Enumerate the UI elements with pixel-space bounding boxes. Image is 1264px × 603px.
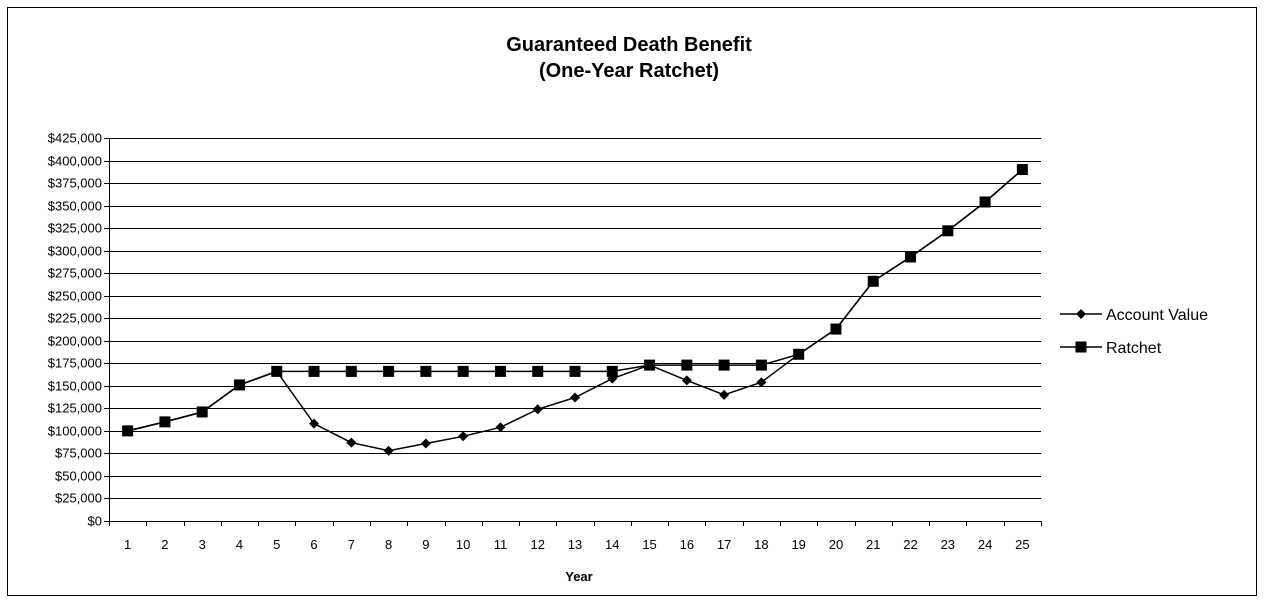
- data-point-ratchet: [457, 365, 469, 377]
- data-point-account-value: [159, 416, 170, 427]
- x-axis-tick-label: 8: [385, 537, 392, 552]
- data-point-account-value: [532, 404, 543, 415]
- data-point-account-value: [570, 392, 580, 403]
- y-axis-tick-label: $350,000: [48, 199, 102, 214]
- legend-marker-diamond: [1076, 309, 1086, 319]
- data-point-ratchet: [420, 365, 432, 377]
- data-point-account-value: [234, 379, 245, 390]
- data-point-ratchet: [606, 365, 618, 377]
- data-point-account-value: [271, 366, 282, 377]
- x-axis-tick-label: 25: [1015, 537, 1029, 552]
- y-axis-tick-label: $50,000: [55, 469, 102, 484]
- data-point-ratchet: [569, 365, 581, 377]
- x-axis-tick-label: 21: [866, 537, 880, 552]
- x-axis-tick-label: 15: [642, 537, 656, 552]
- y-axis-tick-label: $225,000: [48, 311, 102, 326]
- legend-label: Ratchet: [1106, 340, 1162, 357]
- x-axis-title: Year: [565, 569, 592, 584]
- data-point-ratchet: [383, 365, 395, 377]
- y-axis-tick-label: $275,000: [48, 266, 102, 281]
- y-axis-tick-labels: $0 $25,000 $50,000 $75,000 $100,000 $125,000 $…: [48, 131, 102, 529]
- y-axis-tick-label: $125,000: [48, 401, 102, 416]
- data-point-account-value: [830, 324, 841, 335]
- gridlines: [109, 138, 1041, 499]
- data-point-account-value: [458, 431, 469, 442]
- data-point-account-value: [719, 389, 730, 400]
- x-axis-tick-label: 11: [494, 537, 508, 552]
- x-axis-tick-label: 4: [236, 537, 243, 552]
- plot-series: [122, 164, 1028, 456]
- x-axis-tick-label: 1: [124, 537, 131, 552]
- y-axis-tick-label: $0: [88, 514, 102, 529]
- data-point-ratchet: [718, 359, 730, 371]
- y-axis-tick-label: $150,000: [48, 379, 102, 394]
- legend: Account Value Ratchet: [1060, 307, 1208, 357]
- data-point-account-value: [756, 377, 767, 388]
- x-axis-tick-label: 9: [422, 537, 429, 552]
- data-point-account-value: [495, 422, 506, 433]
- data-point-account-value: [905, 251, 916, 262]
- x-axis-tick-label: 22: [903, 537, 917, 552]
- data-point-account-value: [607, 373, 618, 384]
- x-axis-tick-label: 20: [829, 537, 843, 552]
- chart-title-line-1: Guaranteed Death Benefit: [506, 34, 752, 56]
- y-axis-tick-label: $375,000: [48, 176, 102, 191]
- x-axis-tick-label: 5: [273, 537, 280, 552]
- x-axis-tick-label: 10: [456, 537, 470, 552]
- x-axis-tick-label: 16: [680, 537, 694, 552]
- chart-frame: Guaranteed Death Benefit (One-Year Ratch…: [7, 7, 1257, 596]
- x-axis-tick-label: 24: [978, 537, 992, 552]
- y-axis-tick-label: $200,000: [48, 334, 102, 349]
- data-point-ratchet: [494, 365, 506, 377]
- data-point-ratchet: [532, 365, 544, 377]
- x-axis-tick-label: 18: [754, 537, 768, 552]
- y-axis-tick-label: $300,000: [48, 244, 102, 259]
- x-axis-tick-label: 13: [568, 537, 582, 552]
- y-axis-tick-label: $75,000: [55, 446, 102, 461]
- y-axis-tick-label: $425,000: [48, 131, 102, 146]
- x-axis-tick-label: 7: [348, 537, 355, 552]
- x-axis-tick-label: 2: [161, 537, 168, 552]
- y-axis-tick-label: $25,000: [55, 491, 102, 506]
- y-axis-tick-label: $250,000: [48, 289, 102, 304]
- y-axis-tick-label: $100,000: [48, 424, 102, 439]
- x-axis-tick-label: 14: [605, 537, 619, 552]
- x-axis-tick-label: 6: [310, 537, 317, 552]
- y-axis-tick-label: $400,000: [48, 154, 102, 169]
- series-line-ratchet: [127, 168, 1023, 432]
- data-point-ratchet: [681, 359, 693, 371]
- data-point-ratchet: [755, 359, 767, 371]
- legend-item-ratchet: Ratchet: [1060, 340, 1162, 357]
- data-point-ratchet: [308, 365, 320, 377]
- x-axis-tick-label: 3: [199, 537, 206, 552]
- legend-marker-square: [1075, 341, 1087, 353]
- data-point-account-value: [681, 375, 692, 386]
- data-point-account-value: [309, 418, 320, 429]
- data-point-account-value: [346, 437, 357, 448]
- chart-title-line-2: (One-Year Ratchet): [539, 60, 719, 82]
- x-axis-tick-label: 17: [717, 537, 731, 552]
- data-point-account-value: [383, 445, 394, 456]
- data-point-account-value: [122, 425, 133, 436]
- data-point-account-value: [644, 360, 655, 371]
- series-account-value: [122, 164, 1028, 456]
- chart-svg: Guaranteed Death Benefit (One-Year Ratch…: [48, 34, 1208, 584]
- data-point-account-value: [942, 225, 953, 236]
- legend-label: Account Value: [1106, 307, 1208, 324]
- x-axis-tick-labels: 1 2 3 4 5 6 7 8 9 10 11 12 13 14 15 16 17 18 19 20 21 22 23 24 2…: [124, 537, 1030, 552]
- y-axis-tick-label: $325,000: [48, 221, 102, 236]
- data-point-ratchet: [345, 365, 357, 377]
- legend-item-account-value: Account Value: [1060, 307, 1208, 324]
- axes: [104, 138, 1042, 526]
- data-point-account-value: [197, 406, 208, 417]
- y-axis-tick-label: $175,000: [48, 356, 102, 371]
- data-point-account-value: [1017, 164, 1028, 175]
- data-point-account-value: [980, 196, 991, 207]
- data-point-account-value: [793, 349, 804, 360]
- x-axis-tick-label: 12: [530, 537, 544, 552]
- data-point-account-value: [868, 276, 879, 287]
- x-axis-tick-label: 19: [791, 537, 805, 552]
- data-point-account-value: [420, 438, 431, 449]
- x-axis-tick-label: 23: [941, 537, 955, 552]
